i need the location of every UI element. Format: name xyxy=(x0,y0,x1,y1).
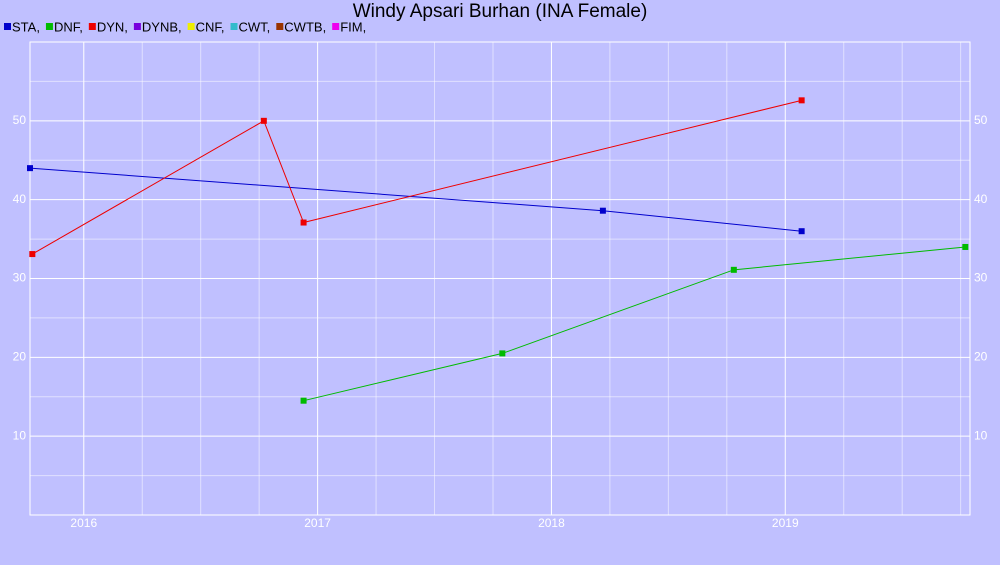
y2-tick-label: 40 xyxy=(974,192,988,206)
x-tick-label: 2016 xyxy=(70,516,97,530)
data-point xyxy=(300,397,307,404)
legend-swatch xyxy=(187,23,195,30)
data-point xyxy=(599,207,606,214)
legend-label: DNF, xyxy=(54,19,83,34)
data-point xyxy=(798,228,805,235)
legend-swatch xyxy=(45,23,53,30)
legend-label: FIM, xyxy=(340,19,366,34)
y-tick-label: 50 xyxy=(13,113,27,127)
data-point xyxy=(730,266,737,273)
y2-tick-label: 10 xyxy=(974,428,988,442)
data-point xyxy=(27,165,33,172)
legend-label: CWTB, xyxy=(284,19,326,34)
legend-swatch xyxy=(4,23,11,30)
legend-swatch xyxy=(88,23,96,30)
chart-title: Windy Apsari Burhan (INA Female) xyxy=(353,1,648,22)
legend-swatch xyxy=(332,23,340,30)
legend-swatch xyxy=(230,23,238,30)
legend-swatch xyxy=(276,23,284,30)
y-tick-label: 10 xyxy=(13,428,27,442)
legend-label: DYNB, xyxy=(142,19,182,34)
series-line xyxy=(32,99,802,255)
legend-label: DYN, xyxy=(97,19,128,34)
x-tick-label: 2018 xyxy=(538,516,565,530)
series-line xyxy=(303,246,966,402)
legend-label: STA, xyxy=(12,19,40,34)
data-point xyxy=(260,117,267,124)
legend-swatch xyxy=(133,23,141,30)
x-tick-label: 2019 xyxy=(772,516,799,530)
data-point xyxy=(499,350,506,357)
data-point xyxy=(29,251,36,258)
legend-label: CNF, xyxy=(196,19,225,34)
y-tick-label: 20 xyxy=(13,350,27,364)
data-point xyxy=(962,243,969,250)
y2-tick-label: 50 xyxy=(974,113,988,127)
x-tick-label: 2017 xyxy=(304,516,331,530)
legend-label: CWT, xyxy=(239,19,271,34)
y2-tick-label: 30 xyxy=(974,271,988,285)
data-point xyxy=(798,97,805,104)
y2-tick-label: 20 xyxy=(974,350,988,364)
data-point xyxy=(300,219,307,226)
y-tick-label: 30 xyxy=(13,271,27,285)
plot-frame xyxy=(29,41,971,516)
y-tick-label: 40 xyxy=(13,192,27,206)
